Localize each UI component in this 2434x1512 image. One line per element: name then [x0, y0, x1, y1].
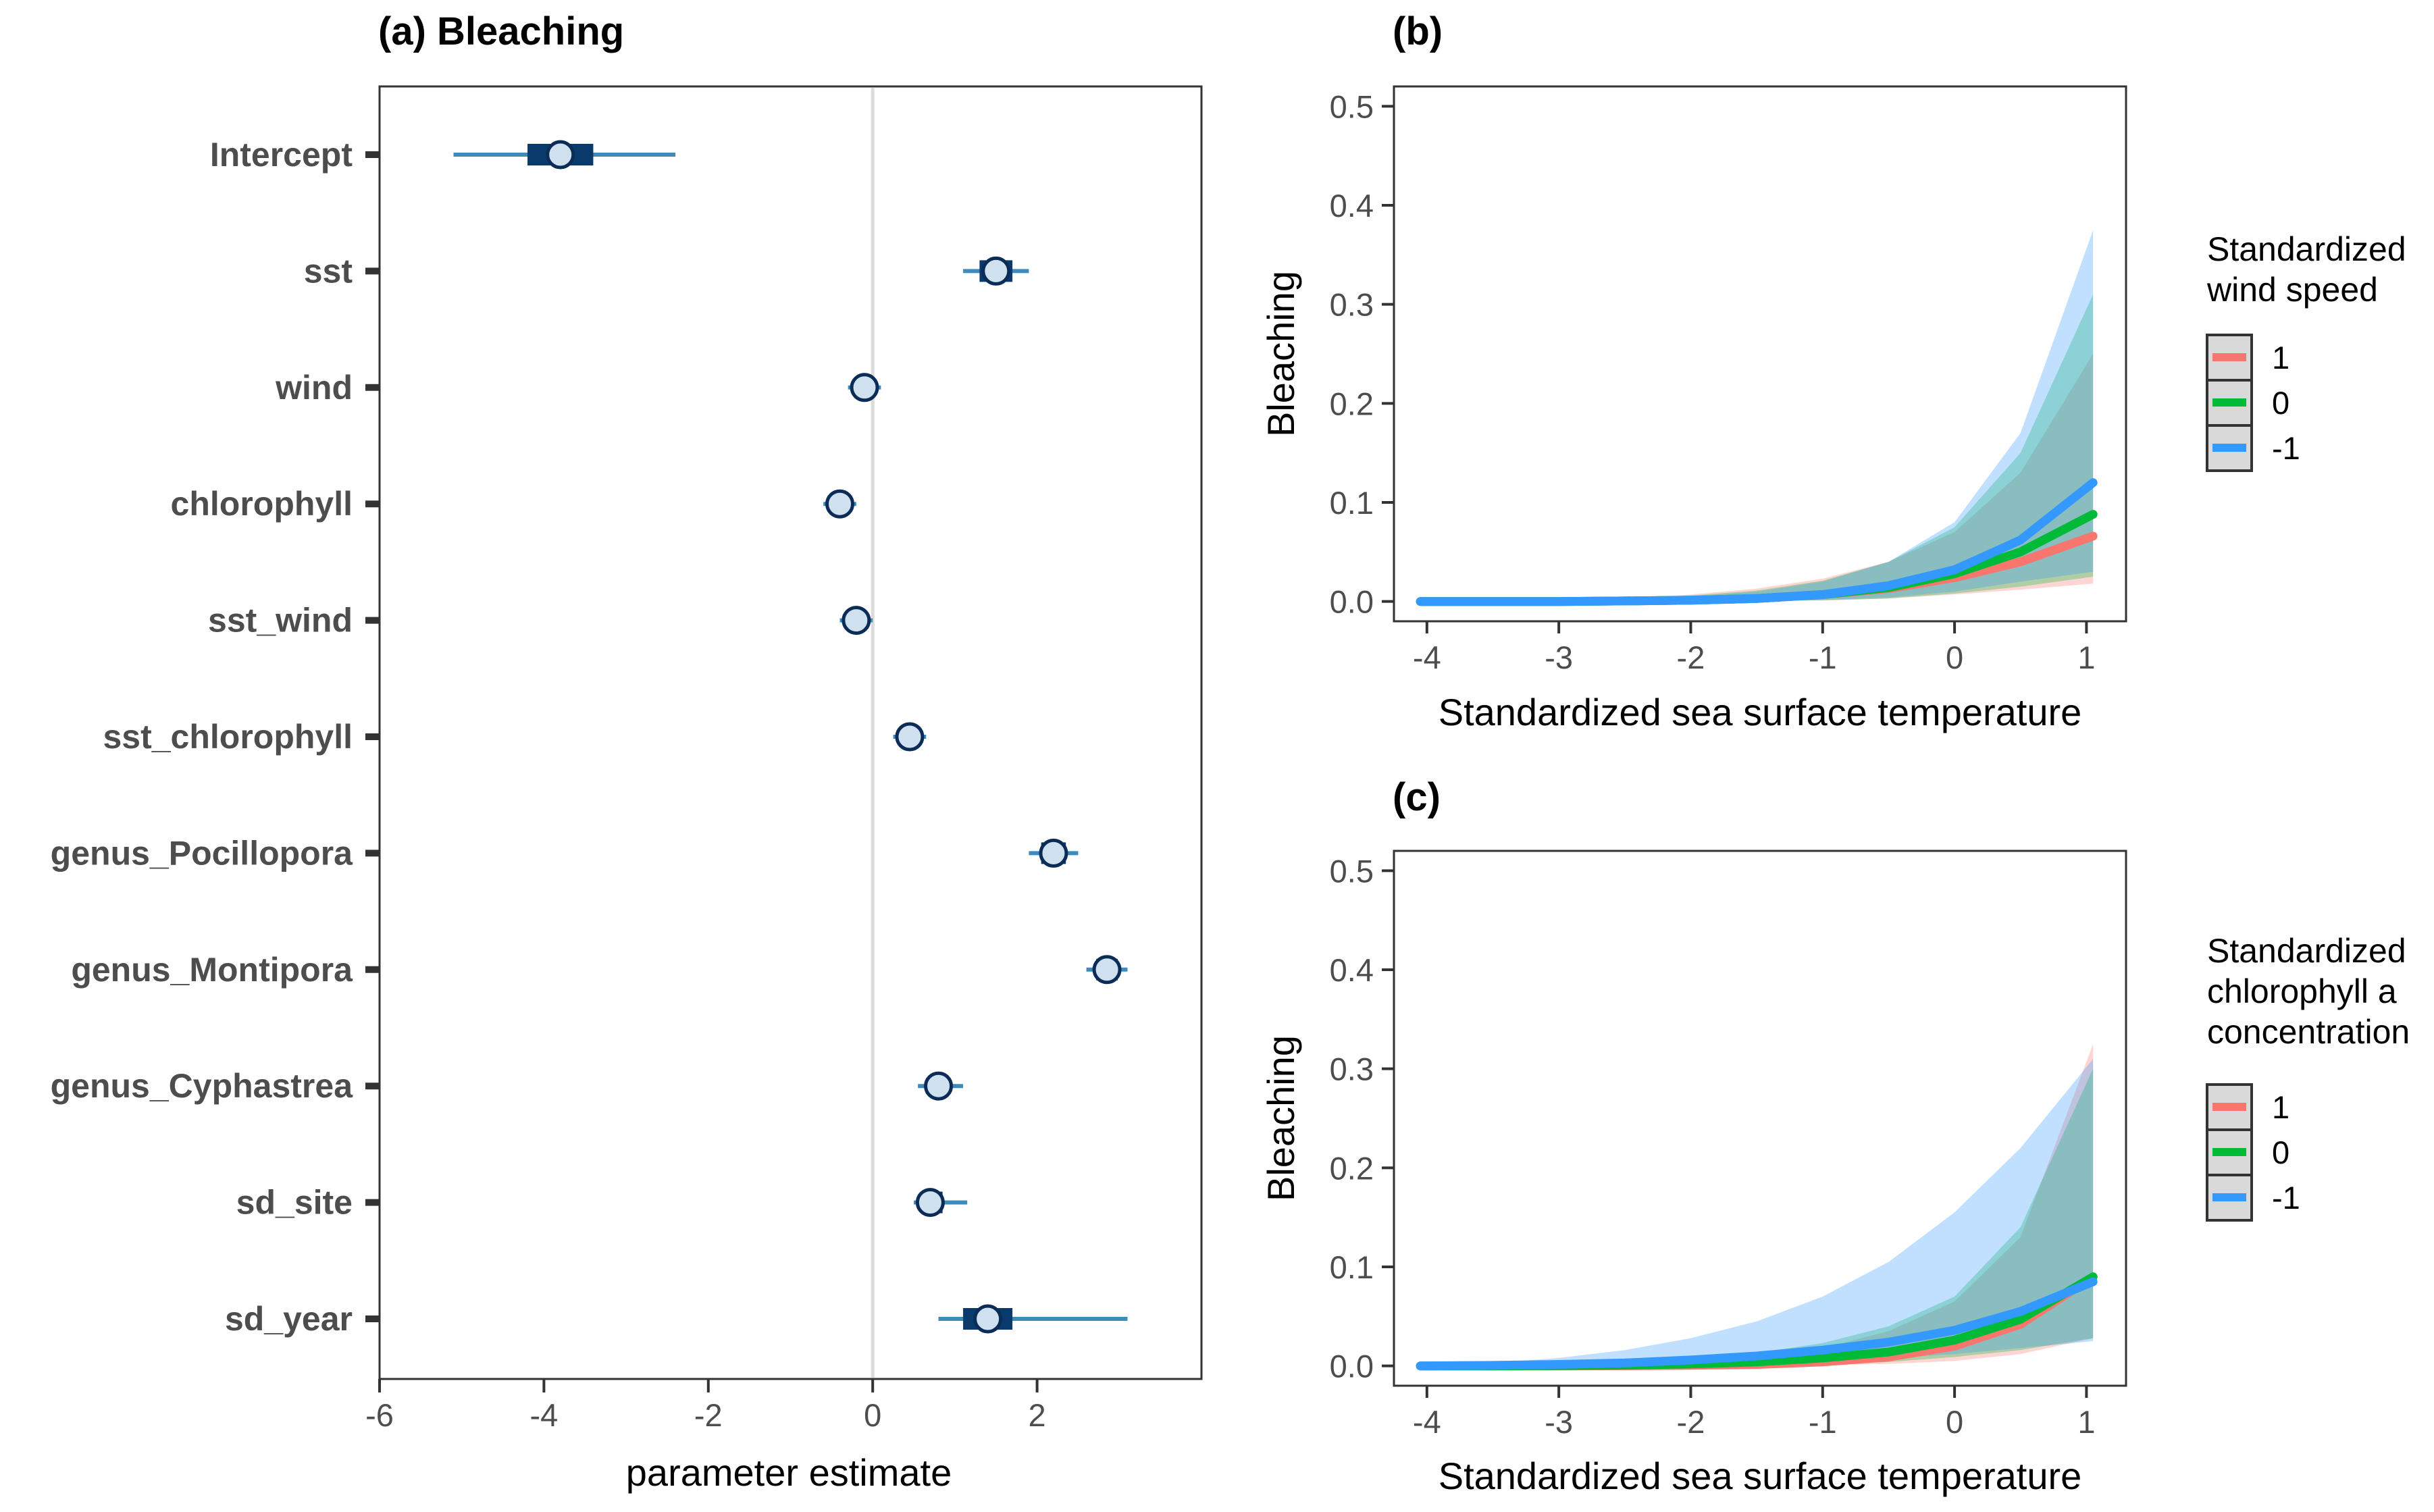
legend-label--1: -1: [2272, 1180, 2300, 1216]
y-tick-label-chlorophyll: chlorophyll: [171, 485, 353, 523]
point-estimate-genus-pocillopora: [1039, 838, 1068, 868]
ribbon-series-0: [1420, 1068, 2094, 1366]
panel-c-plot-frame: [1393, 850, 2127, 1387]
point-estimate-sst: [981, 256, 1011, 286]
y-tick-label: 0.4: [1330, 952, 1374, 988]
x-tick-label: -6: [365, 1397, 394, 1433]
y-tick-label: 0.1: [1330, 1249, 1374, 1285]
x-tick-label: -2: [694, 1397, 723, 1433]
x-tick-label: -4: [1413, 640, 1441, 675]
x-tick-label: -2: [1677, 640, 1705, 675]
y-tick-label-sst: sst: [304, 252, 353, 290]
y-tick-label: 0.3: [1330, 287, 1374, 323]
panel-c-title: (c): [1393, 775, 1441, 819]
y-tick-label-sd-year: sd_year: [225, 1300, 353, 1338]
legend-title-line: concentration: [2207, 1013, 2410, 1051]
panel-b-y-axis-title: Bleaching: [1260, 271, 1302, 437]
legend-label-0: 0: [2272, 1135, 2289, 1170]
point-estimate-chlorophyll: [825, 489, 855, 519]
x-tick-label: 0: [1946, 640, 1963, 675]
point-estimate-genus-cyphastrea: [924, 1071, 954, 1101]
point-estimate-sst-chlorophyll: [895, 722, 925, 752]
x-tick-label: 0: [864, 1397, 881, 1433]
y-tick-label-genus-montipora: genus_Montipora: [71, 951, 353, 989]
panel-c-chlorophyll-plot: (c) 0.0 0.1 0.2 0.3 0.4 0.5 -4 -3 -2 -1 0 1 Standar…: [1260, 775, 2410, 1497]
x-tick-label: 0: [1946, 1404, 1963, 1440]
y-tick-label: 0.0: [1330, 584, 1374, 620]
panel-a-title: (a) Bleaching: [378, 9, 624, 53]
legend-label--1: -1: [2272, 430, 2300, 466]
panel-c-y-axis-title: Bleaching: [1260, 1035, 1302, 1201]
x-tick-label: -4: [530, 1397, 559, 1433]
x-tick-label: 1: [2077, 640, 2095, 675]
panel-c-x-axis-title: Standardized sea surface temperature: [1439, 1455, 2082, 1497]
x-tick-label: 1: [2077, 1404, 2095, 1440]
panel-a-coefficient-plot: (a) Bleaching Intercept sst wind chlorophyl…: [51, 9, 1203, 1494]
y-tick-label-intercept: Intercept: [210, 136, 353, 174]
y-tick-label: 0.2: [1330, 1150, 1374, 1186]
x-tick-label: -3: [1545, 640, 1573, 675]
ribbon-series--1: [1420, 1059, 2094, 1366]
legend-label-1: 1: [2272, 1089, 2289, 1125]
panel-a-plot-frame: [378, 85, 1203, 1380]
panel-b-marks: 0.0 0.1 0.2 0.3 0.4 0.5 -4 -3 -2 -1 0 1: [1330, 88, 2098, 675]
y-tick-label-sd-site: sd_site: [236, 1184, 353, 1222]
line-series--1: [1416, 478, 2098, 606]
point-estimate-genus-montipora: [1092, 955, 1122, 985]
point-estimate-sst-wind: [841, 606, 871, 635]
y-tick-label: 0.0: [1330, 1349, 1374, 1384]
point-estimate-sd-site: [915, 1188, 945, 1218]
y-tick-label: 0.5: [1330, 853, 1374, 889]
point-estimate-sd-year: [973, 1304, 1003, 1334]
y-tick-label: 0.1: [1330, 485, 1374, 521]
y-tick-label: 0.2: [1330, 386, 1374, 421]
legend-label-1: 1: [2272, 340, 2289, 375]
y-tick-label-sst-wind: sst_wind: [208, 602, 353, 640]
x-tick-label: -3: [1545, 1404, 1573, 1440]
panel-b-plot-frame: [1393, 85, 2127, 623]
panel-a-x-axis-title: parameter estimate: [626, 1451, 952, 1494]
panel-b-x-axis-title: Standardized sea surface temperature: [1439, 691, 2082, 733]
x-tick-label: 2: [1029, 1397, 1046, 1433]
line-series--1: [1416, 1277, 2098, 1371]
y-tick-label: 0.5: [1330, 88, 1374, 124]
y-tick-label: 0.4: [1330, 188, 1374, 224]
legend-title-line: wind speed: [2206, 271, 2378, 309]
x-tick-label: -4: [1413, 1404, 1441, 1440]
panel-a-marks: Intercept sst wind chlorophyll sst_wind sst_c…: [51, 88, 1128, 1433]
y-tick-label-sst-chlorophyll: sst_chlorophyll: [103, 718, 353, 756]
y-tick-label: 0.3: [1330, 1051, 1374, 1087]
panel-b-title: (b): [1393, 9, 1443, 53]
panel-b-wind-speed-plot: (b) 0.0 0.1 0.2 0.3 0.4 0.5 -4 -3 -2 -1 0 1 Standar…: [1260, 9, 2406, 733]
legend-label-0: 0: [2272, 385, 2289, 421]
legend-title-line: Standardized: [2207, 932, 2406, 970]
ribbon-series-1: [1420, 354, 2094, 602]
point-estimate-intercept: [546, 140, 575, 170]
point-estimate-wind: [850, 373, 879, 402]
legend-title-line: Standardized: [2207, 230, 2406, 268]
ribbon-series-1: [1420, 1044, 2094, 1366]
x-tick-label: -1: [1809, 1404, 1837, 1440]
ribbon-series-0: [1420, 294, 2094, 602]
y-tick-label-wind: wind: [275, 369, 353, 407]
x-tick-label: -1: [1809, 640, 1837, 675]
panel-c-marks: 0.0 0.1 0.2 0.3 0.4 0.5 -4 -3 -2 -1 0 1: [1330, 853, 2098, 1440]
y-tick-label-genus-pocillopora: genus_Pocillopora: [51, 834, 354, 872]
x-tick-label: -2: [1677, 1404, 1705, 1440]
legend-title-line: chlorophyll a: [2207, 972, 2397, 1010]
y-tick-label-genus-cyphastrea: genus_Cyphastrea: [51, 1067, 354, 1105]
